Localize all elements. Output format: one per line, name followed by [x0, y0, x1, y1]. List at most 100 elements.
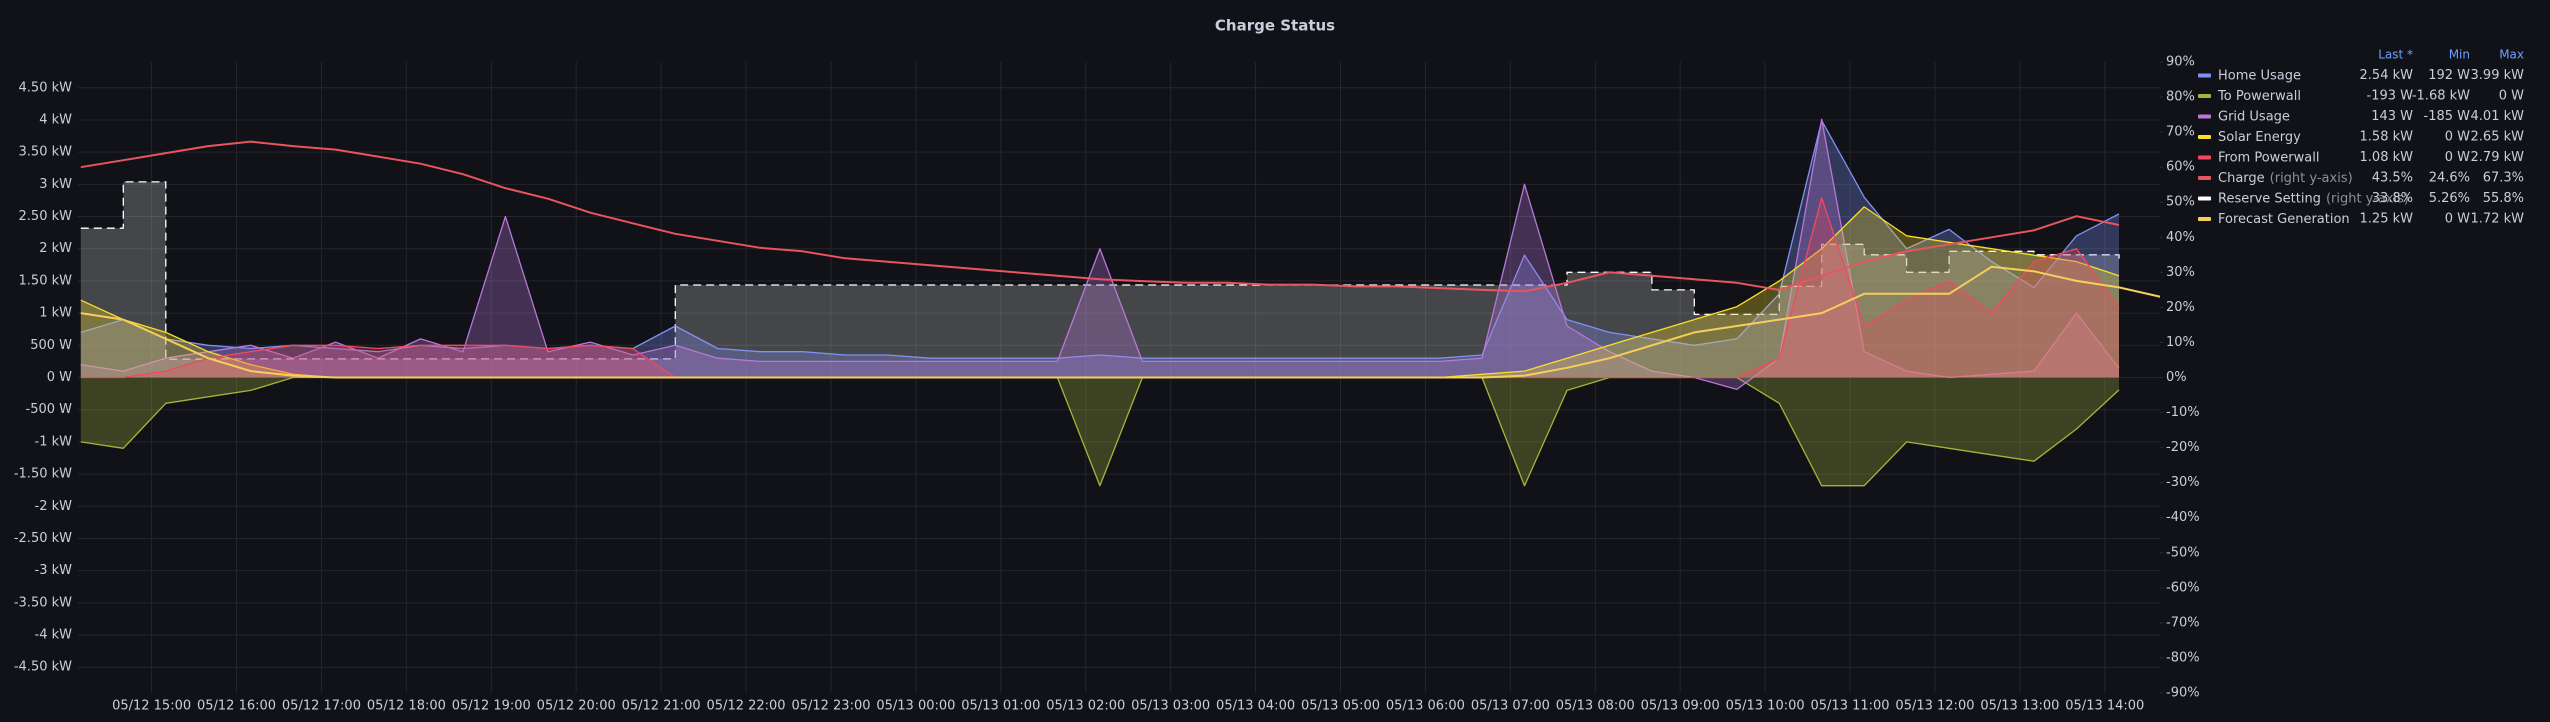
y-tick-label: 1 kW — [39, 306, 72, 321]
y-tick-label: 3.50 kW — [19, 145, 73, 160]
legend-stat: 2.65 kW — [2471, 130, 2525, 145]
y2-tick-label: 80% — [2166, 90, 2195, 105]
x-tick-label: 05/13 12:00 — [1895, 699, 1974, 714]
x-tick-label: 05/13 13:00 — [1980, 699, 2059, 714]
legend-name[interactable]: Home Usage — [2218, 68, 2301, 83]
legend-stat: -185 W — [2424, 109, 2471, 124]
legend-header[interactable]: Max — [2499, 48, 2524, 62]
series-area — [80, 206, 2119, 378]
y2-tick-label: -60% — [2166, 580, 2200, 595]
series-line — [80, 140, 2120, 293]
legend-stat: 1.25 kW — [2360, 212, 2414, 227]
legend-swatch[interactable] — [2198, 155, 2211, 160]
panel-title: Charge Status — [1215, 17, 1335, 35]
y-tick-label: 4.50 kW — [19, 80, 73, 95]
x-tick-label: 05/13 05:00 — [1301, 699, 1380, 714]
y-tick-label: 3 kW — [39, 177, 72, 192]
legend-label[interactable]: Home Usage — [2218, 68, 2301, 83]
x-tick-label: 05/13 06:00 — [1386, 699, 1465, 714]
legend-swatch[interactable] — [2198, 176, 2211, 180]
x-tick-label: 05/13 02:00 — [1046, 699, 1125, 714]
legend-stat: -1.68 kW — [2412, 89, 2470, 104]
axes: 4.50 kW 4 kW 3.50 kW 3 kW 2.50 kW 2 kW 1.50 kW… — [14, 55, 2200, 714]
legend-stat: 24.6% — [2429, 171, 2470, 186]
legend-swatch[interactable] — [2198, 94, 2211, 98]
y2-tick-label: 30% — [2166, 265, 2195, 280]
y-tick-label: 4 kW — [39, 112, 72, 127]
x-tick-label: 05/13 11:00 — [1811, 699, 1890, 714]
legend-note[interactable]: (right y-axis) — [2270, 171, 2353, 186]
series-area — [80, 181, 2119, 378]
legend-stat: 33.8% — [2372, 191, 2413, 206]
legend-label[interactable]: Forecast Generation — [2218, 212, 2350, 227]
x-tick-label: 05/13 01:00 — [961, 699, 1040, 714]
y2-tick-label: -10% — [2166, 405, 2200, 420]
x-tick-label: 05/12 18:00 — [367, 699, 446, 714]
legend-label[interactable]: Reserve Setting (right y-axis) — [2218, 191, 2409, 206]
x-tick-label: 05/12 22:00 — [707, 699, 786, 714]
x-tick-label: 05/12 23:00 — [791, 699, 870, 714]
y2-tick-label: 90% — [2166, 55, 2195, 70]
legend-name[interactable]: Charge — [2218, 171, 2265, 186]
legend-stat: 0 W — [2499, 89, 2524, 104]
y2-tick-label: -50% — [2166, 545, 2200, 560]
y-tick-label: -1.50 kW — [14, 467, 72, 482]
legend-name[interactable]: Reserve Setting — [2218, 191, 2321, 206]
legend[interactable]: Last * Min Max Home Usage 2.54 kW 192 W 3.99 k… — [2198, 48, 2524, 227]
y-tick-label: 500 W — [30, 338, 72, 353]
legend-swatch[interactable] — [2198, 73, 2211, 78]
legend-name[interactable]: Solar Energy — [2218, 130, 2301, 145]
series-area — [80, 119, 2119, 390]
legend-header[interactable]: Last * — [2378, 48, 2413, 62]
legend-note[interactable]: (right y-axis) — [2326, 191, 2409, 206]
y2-tick-label: -40% — [2166, 510, 2200, 525]
x-tick-label: 05/12 20:00 — [537, 699, 616, 714]
legend-stat: -193 W — [2367, 89, 2414, 104]
y-tick-label: 2 kW — [39, 241, 72, 256]
legend-header[interactable]: Min — [2449, 48, 2470, 62]
x-tick-label: 05/13 08:00 — [1556, 699, 1635, 714]
legend-stat: 43.5% — [2372, 171, 2413, 186]
y2-tick-label: -90% — [2166, 686, 2200, 701]
legend-name[interactable]: Grid Usage — [2218, 109, 2290, 124]
legend-swatch[interactable] — [2198, 196, 2211, 201]
x-tick-label: 05/13 00:00 — [876, 699, 955, 714]
legend-label[interactable]: Grid Usage — [2218, 109, 2290, 124]
legend-name[interactable]: From Powerwall — [2218, 150, 2319, 165]
legend-swatch[interactable] — [2198, 135, 2211, 139]
legend-stat: 1.58 kW — [2360, 130, 2414, 145]
x-tick-label: 05/13 14:00 — [2065, 699, 2144, 714]
legend-stat: 0 W — [2445, 212, 2470, 227]
legend-swatch[interactable] — [2198, 114, 2211, 119]
legend-stat: 1.72 kW — [2471, 212, 2525, 227]
series-area — [80, 197, 2119, 378]
y2-tick-label: 0% — [2166, 370, 2187, 385]
y2-tick-label: -80% — [2166, 650, 2200, 665]
legend-stat: 67.3% — [2483, 171, 2524, 186]
y2-tick-label: 40% — [2166, 230, 2195, 245]
y2-tick-label: -20% — [2166, 440, 2200, 455]
legend-label[interactable]: Charge (right y-axis) — [2218, 171, 2353, 186]
y-tick-label: -3.50 kW — [14, 595, 72, 610]
series-area — [80, 377, 2119, 486]
legend-name[interactable]: To Powerwall — [2217, 89, 2301, 104]
y-tick-label: -3 kW — [35, 563, 73, 578]
series-area — [80, 120, 2119, 378]
y-tick-label: -2 kW — [35, 499, 73, 514]
plot-area — [80, 118, 2160, 487]
legend-swatch[interactable] — [2198, 217, 2211, 221]
legend-stat: 55.8% — [2483, 191, 2524, 206]
series-line — [80, 265, 2160, 379]
legend-label[interactable]: From Powerwall — [2218, 150, 2319, 165]
legend-stat: 0 W — [2445, 130, 2470, 145]
y2-tick-label: 10% — [2166, 335, 2195, 350]
legend-name[interactable]: Forecast Generation — [2218, 212, 2350, 227]
y2-tick-label: 20% — [2166, 300, 2195, 315]
y2-tick-label: 70% — [2166, 125, 2195, 140]
y-tick-label: -500 W — [26, 402, 73, 417]
legend-stat: 0 W — [2445, 150, 2470, 165]
legend-label[interactable]: To Powerwall — [2217, 89, 2301, 104]
legend-label[interactable]: Solar Energy — [2218, 130, 2301, 145]
